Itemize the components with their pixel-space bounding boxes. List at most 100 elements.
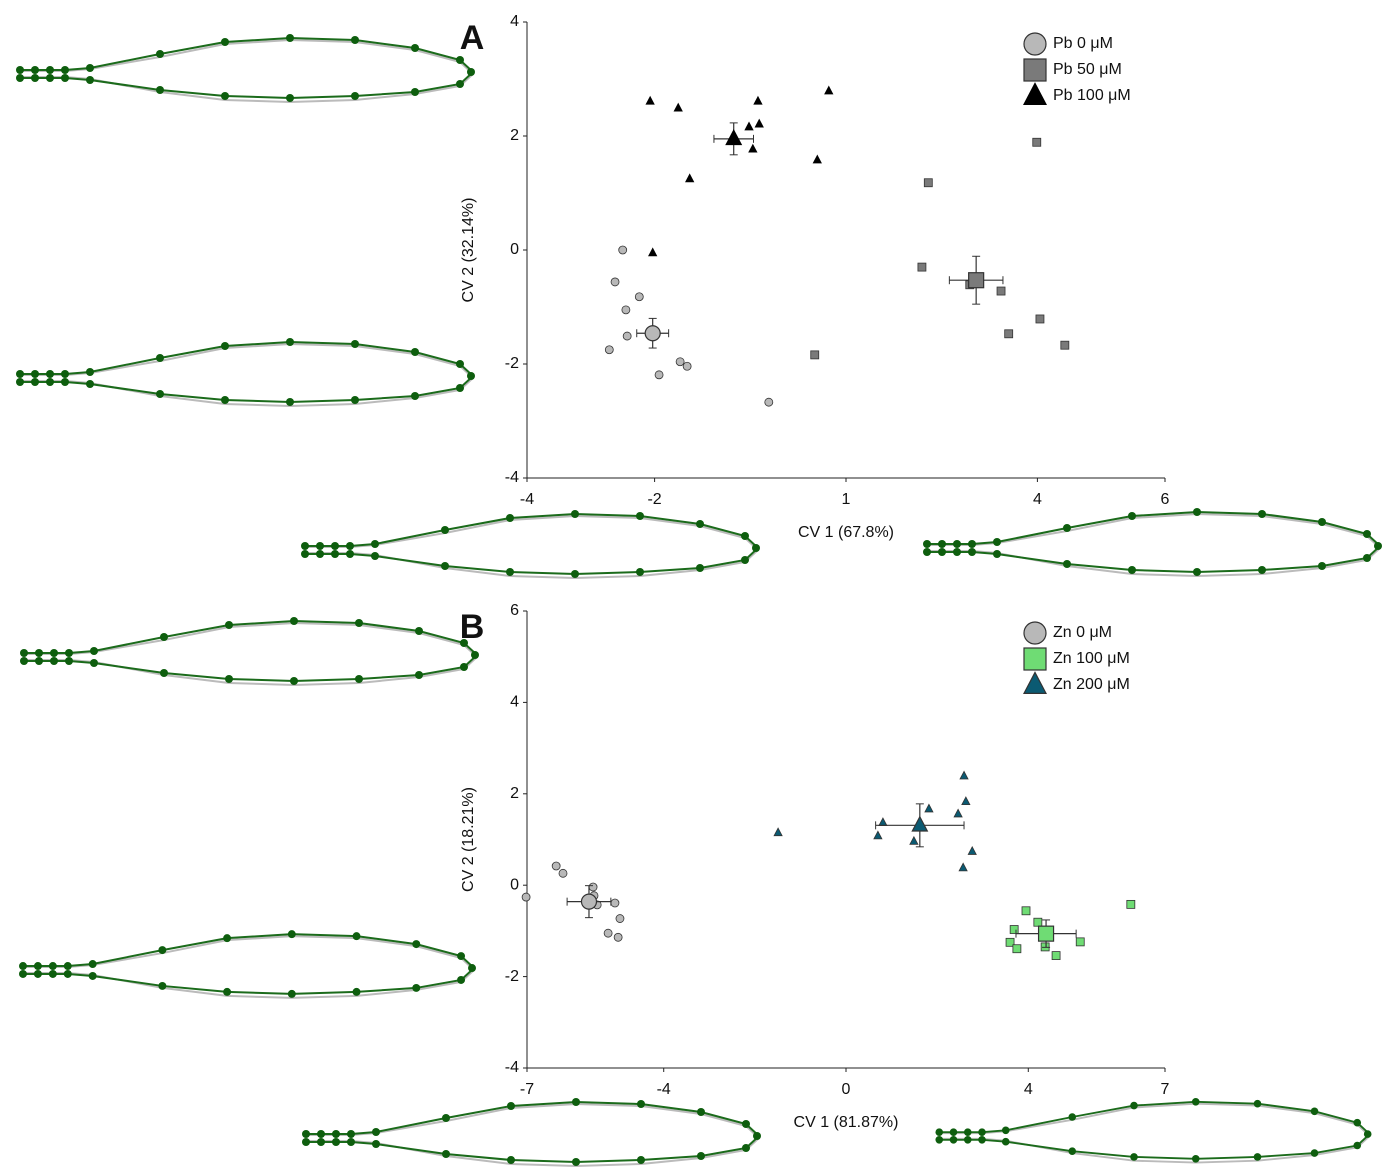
legend-marker	[1024, 83, 1046, 104]
point	[997, 287, 1005, 295]
mean-point	[1039, 926, 1054, 941]
point	[559, 869, 567, 877]
point	[954, 809, 962, 817]
y-tick-label: 2	[510, 127, 519, 144]
panel-label: A	[460, 19, 485, 57]
point	[604, 929, 612, 937]
point	[745, 122, 753, 130]
point	[649, 248, 657, 256]
shape-outline	[16, 338, 475, 406]
point	[522, 893, 530, 901]
y-tick-label: -4	[505, 469, 519, 486]
shape-outline	[302, 1098, 761, 1166]
x-tick-label: -7	[520, 1081, 534, 1098]
point	[1052, 952, 1060, 960]
point	[614, 933, 622, 941]
point	[825, 86, 833, 94]
point	[813, 155, 821, 163]
point	[959, 863, 967, 871]
legend-marker	[1024, 33, 1046, 55]
y-tick-label: 4	[510, 694, 519, 711]
point	[755, 119, 763, 127]
point	[605, 346, 613, 354]
y-tick-label: 6	[510, 602, 519, 619]
shape-outline	[301, 510, 760, 578]
mean-point	[581, 894, 596, 909]
point	[765, 398, 773, 406]
legend-label: Zn 0 μM	[1053, 624, 1112, 641]
point	[611, 899, 619, 907]
point	[635, 293, 643, 301]
point	[960, 771, 968, 779]
point	[1013, 945, 1021, 953]
point	[683, 362, 691, 370]
point	[774, 828, 782, 836]
y-tick-label: -2	[505, 968, 519, 985]
legend-marker	[1024, 672, 1046, 693]
point	[874, 831, 882, 839]
point	[1005, 330, 1013, 338]
point	[1061, 341, 1069, 349]
y-axis-label: CV 2 (32.14%)	[460, 198, 477, 303]
mean-point	[969, 273, 984, 288]
point	[686, 174, 694, 182]
shape-outline	[923, 508, 1382, 576]
point	[918, 263, 926, 271]
legend-marker	[1024, 622, 1046, 644]
y-tick-label: 4	[510, 13, 519, 30]
point	[676, 358, 684, 366]
legend-marker	[1024, 648, 1046, 670]
legend-label: Pb 50 μM	[1053, 61, 1122, 78]
y-tick-label: 0	[510, 876, 519, 893]
shape-outline	[20, 617, 479, 685]
point	[1010, 926, 1018, 934]
x-tick-label: -4	[520, 491, 534, 508]
point	[962, 797, 970, 805]
x-tick-label: 7	[1161, 1081, 1170, 1098]
point	[616, 915, 624, 923]
legend-label: Pb 100 μM	[1053, 87, 1131, 104]
shape-outline	[16, 34, 475, 102]
point	[1036, 315, 1044, 323]
point	[924, 179, 932, 187]
point	[749, 145, 757, 153]
point	[754, 97, 762, 105]
y-tick-label: -2	[505, 355, 519, 372]
y-tick-label: -4	[505, 1059, 519, 1076]
x-tick-label: 4	[1024, 1081, 1033, 1098]
point	[552, 862, 560, 870]
x-tick-label: -2	[647, 491, 661, 508]
point	[655, 371, 663, 379]
point	[1127, 900, 1135, 908]
x-tick-label: 0	[842, 1081, 851, 1098]
x-tick-label: -4	[657, 1081, 671, 1098]
point	[968, 847, 976, 855]
point	[589, 883, 597, 891]
x-tick-label: 4	[1033, 491, 1042, 508]
x-tick-label: 1	[842, 491, 851, 508]
point	[611, 278, 619, 286]
y-tick-label: 2	[510, 785, 519, 802]
legend-label: Zn 100 μM	[1053, 650, 1130, 667]
mean-point	[912, 817, 927, 831]
point	[1022, 907, 1030, 915]
y-tick-label: 0	[510, 241, 519, 258]
panel-label: B	[460, 608, 485, 646]
point	[1033, 138, 1041, 146]
point	[879, 818, 887, 826]
shape-outline	[935, 1098, 1371, 1163]
legend-marker	[1024, 59, 1046, 81]
x-tick-label: 6	[1161, 491, 1170, 508]
point	[619, 246, 627, 254]
legend-label: Zn 200 μM	[1053, 676, 1130, 693]
x-axis-label: CV 1 (81.87%)	[794, 1114, 899, 1131]
shape-outline	[19, 930, 476, 998]
point	[622, 306, 630, 314]
point	[646, 97, 654, 105]
point	[910, 837, 918, 845]
point	[623, 332, 631, 340]
point	[925, 804, 933, 812]
figure: -4-2024-4-2146CV 1 (67.8%)CV 2 (32.14%)A…	[0, 0, 1390, 1174]
mean-point	[726, 130, 741, 144]
y-axis-label: CV 2 (18.21%)	[460, 787, 477, 892]
